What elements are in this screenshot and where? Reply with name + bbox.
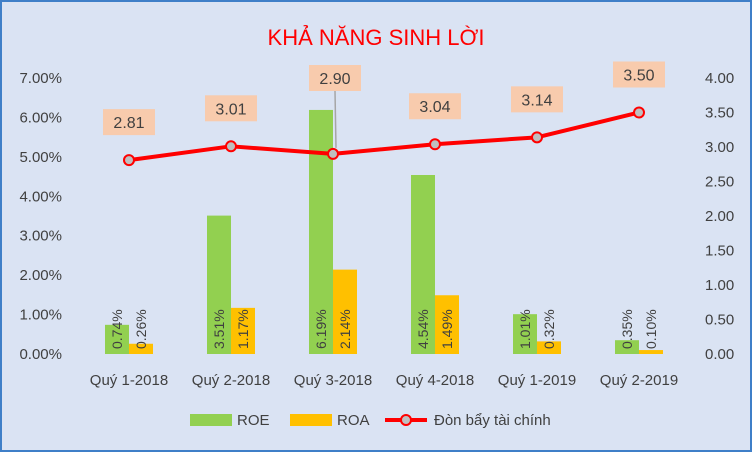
right-axis-tick-label: 3.00 <box>705 139 734 156</box>
left-axis-tick-label: 1.00% <box>19 307 62 324</box>
right-axis-tick-label: 1.00 <box>705 277 734 294</box>
roa-data-label: 0.26% <box>133 309 149 349</box>
category-label: Quý 2-2019 <box>600 372 678 389</box>
right-axis: 0.00 0.50 1.00 1.50 2.00 2.50 3.00 3.50 4.00 <box>705 70 734 363</box>
category-label: Quý 4-2018 <box>396 372 474 389</box>
leverage-data-label: 3.50 <box>623 68 654 85</box>
leverage-label-box <box>205 95 257 122</box>
roa-bar <box>231 307 255 354</box>
left-axis-tick-label: 5.00% <box>19 149 62 166</box>
roe-bar <box>207 215 231 354</box>
leverage-label-box <box>613 61 665 88</box>
left-axis-tick-label: 0.00% <box>19 346 62 363</box>
chart-title: KHẢ NĂNG SINH LỜI <box>268 25 485 50</box>
roa-bar <box>537 341 561 354</box>
leverage-data-label: 2.90 <box>319 71 350 88</box>
leverage-label-box <box>511 86 563 113</box>
roe-data-label: 3.51% <box>211 309 227 349</box>
leverage-line <box>128 110 640 163</box>
legend-marker <box>400 414 412 426</box>
roe-data-label: 1.01% <box>517 309 533 349</box>
right-axis-tick-label: 0.50 <box>705 312 734 329</box>
leverage-data-label: 2.81 <box>113 115 144 132</box>
left-axis-tick-label: 2.00% <box>19 267 62 284</box>
roe-data-label: 0.74% <box>109 309 125 349</box>
right-axis-tick-label: 1.50 <box>705 243 734 260</box>
left-axis-tick-label: 6.00% <box>19 109 62 126</box>
leverage-label-box <box>309 65 361 91</box>
roa-data-label: 1.17% <box>235 309 251 349</box>
right-axis-tick-label: 2.50 <box>705 174 734 191</box>
category-label: Quý 3-2018 <box>294 372 372 389</box>
roe-bar <box>105 324 129 354</box>
leverage-data-label: 3.01 <box>215 101 246 118</box>
roe-bar <box>411 174 435 354</box>
right-axis-tick-label: 0.00 <box>705 346 734 363</box>
leverage-label-box <box>103 109 155 136</box>
roa-bar <box>639 350 663 354</box>
left-axis: 0.00% 1.00% 2.00% 3.00% 4.00% 5.00% 6.00% 7.00% <box>19 70 62 363</box>
roa-bar <box>333 269 357 354</box>
leverage-marker <box>225 140 237 153</box>
roe-data-label: 4.54% <box>415 309 431 349</box>
leverage-marker <box>633 106 645 119</box>
roa-bar <box>129 343 153 354</box>
left-axis-tick-label: 7.00% <box>19 70 62 87</box>
roa-data-label: 0.10% <box>643 309 659 349</box>
leverage-marker <box>429 138 441 151</box>
category-label: Quý 1-2018 <box>90 372 168 389</box>
left-axis-tick-label: 4.00% <box>19 188 62 205</box>
legend-swatch-roa <box>290 414 332 426</box>
x-axis: Quý 1-2018 Quý 2-2018 Quý 3-2018 Quý 4-2018… <box>90 372 678 389</box>
legend-label-roa: ROA <box>337 412 370 429</box>
leverage-marker <box>327 147 339 160</box>
right-axis-tick-label: 4.00 <box>705 70 734 87</box>
legend: ROE ROA Đòn bẩy tài chính <box>190 412 551 429</box>
leverage-data-label: 3.14 <box>521 92 552 109</box>
line-layer: 2.81 3.01 2.90 3.04 3.14 3.50 <box>103 61 665 167</box>
category-label: Quý 2-2018 <box>192 372 270 389</box>
roa-data-label: 0.32% <box>541 309 557 349</box>
category-label: Quý 1-2019 <box>498 372 576 389</box>
roe-bar <box>513 314 537 354</box>
roe-data-label: 6.19% <box>313 309 329 349</box>
roa-data-label: 1.49% <box>439 309 455 349</box>
bars: 0.74% 3.51% 6.19% 4.54% 1.01% 0.35% 0.26% 1.17%… <box>105 109 663 355</box>
roe-bar <box>615 340 639 354</box>
leverage-label-box <box>409 93 461 120</box>
left-axis-tick-label: 3.00% <box>19 228 62 245</box>
leverage-marker <box>531 131 543 144</box>
legend-label-leverage: Đòn bẩy tài chính <box>434 412 551 429</box>
legend-label-roe: ROE <box>237 412 270 429</box>
legend-swatch-roe <box>190 414 232 426</box>
roa-data-label: 2.14% <box>337 309 353 349</box>
roa-bar <box>435 295 459 354</box>
leverage-data-label: 3.04 <box>419 99 450 116</box>
right-axis-tick-label: 2.00 <box>705 208 734 225</box>
right-axis-tick-label: 3.50 <box>705 105 734 122</box>
leader-line <box>334 90 337 148</box>
roe-data-label: 0.35% <box>619 309 635 349</box>
leverage-marker <box>123 154 135 167</box>
